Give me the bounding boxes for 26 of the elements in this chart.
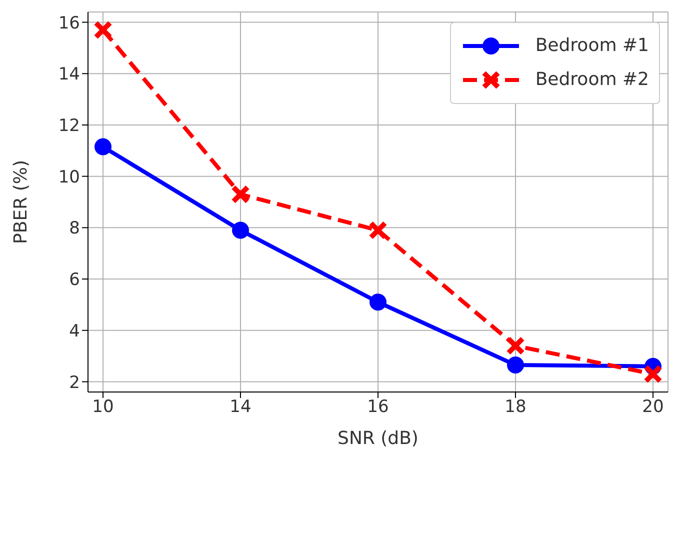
point [370,294,386,311]
legend-label: Bedroom #2 [535,68,649,92]
x-tick-label: 20 [642,397,664,418]
point [232,222,249,239]
y-tick-label: 2 [69,372,80,393]
point [94,138,112,156]
y-tick-label: 12 [58,116,80,136]
point [94,20,112,40]
x-tick-label: 14 [230,397,252,418]
y-tick-label: 10 [58,167,80,188]
point [507,356,524,374]
point [368,220,388,240]
point [644,364,662,384]
point [506,336,525,356]
point [231,184,250,204]
y-tick-label: 16 [58,13,80,34]
y-tick-label: 4 [69,321,80,342]
legend-label: Bedroom #1 [535,34,649,58]
y-tick-label: 6 [69,270,80,290]
x-tick-label: 18 [504,397,526,418]
y-axis-title: PBER (%) [10,160,32,244]
y-tick-label: 8 [69,218,80,239]
x-tick-label: 16 [367,397,389,418]
x-tick-label: 10 [92,397,114,418]
y-tick-label: 14 [58,64,80,85]
x-axis-title: SNR (dB) [338,428,418,449]
